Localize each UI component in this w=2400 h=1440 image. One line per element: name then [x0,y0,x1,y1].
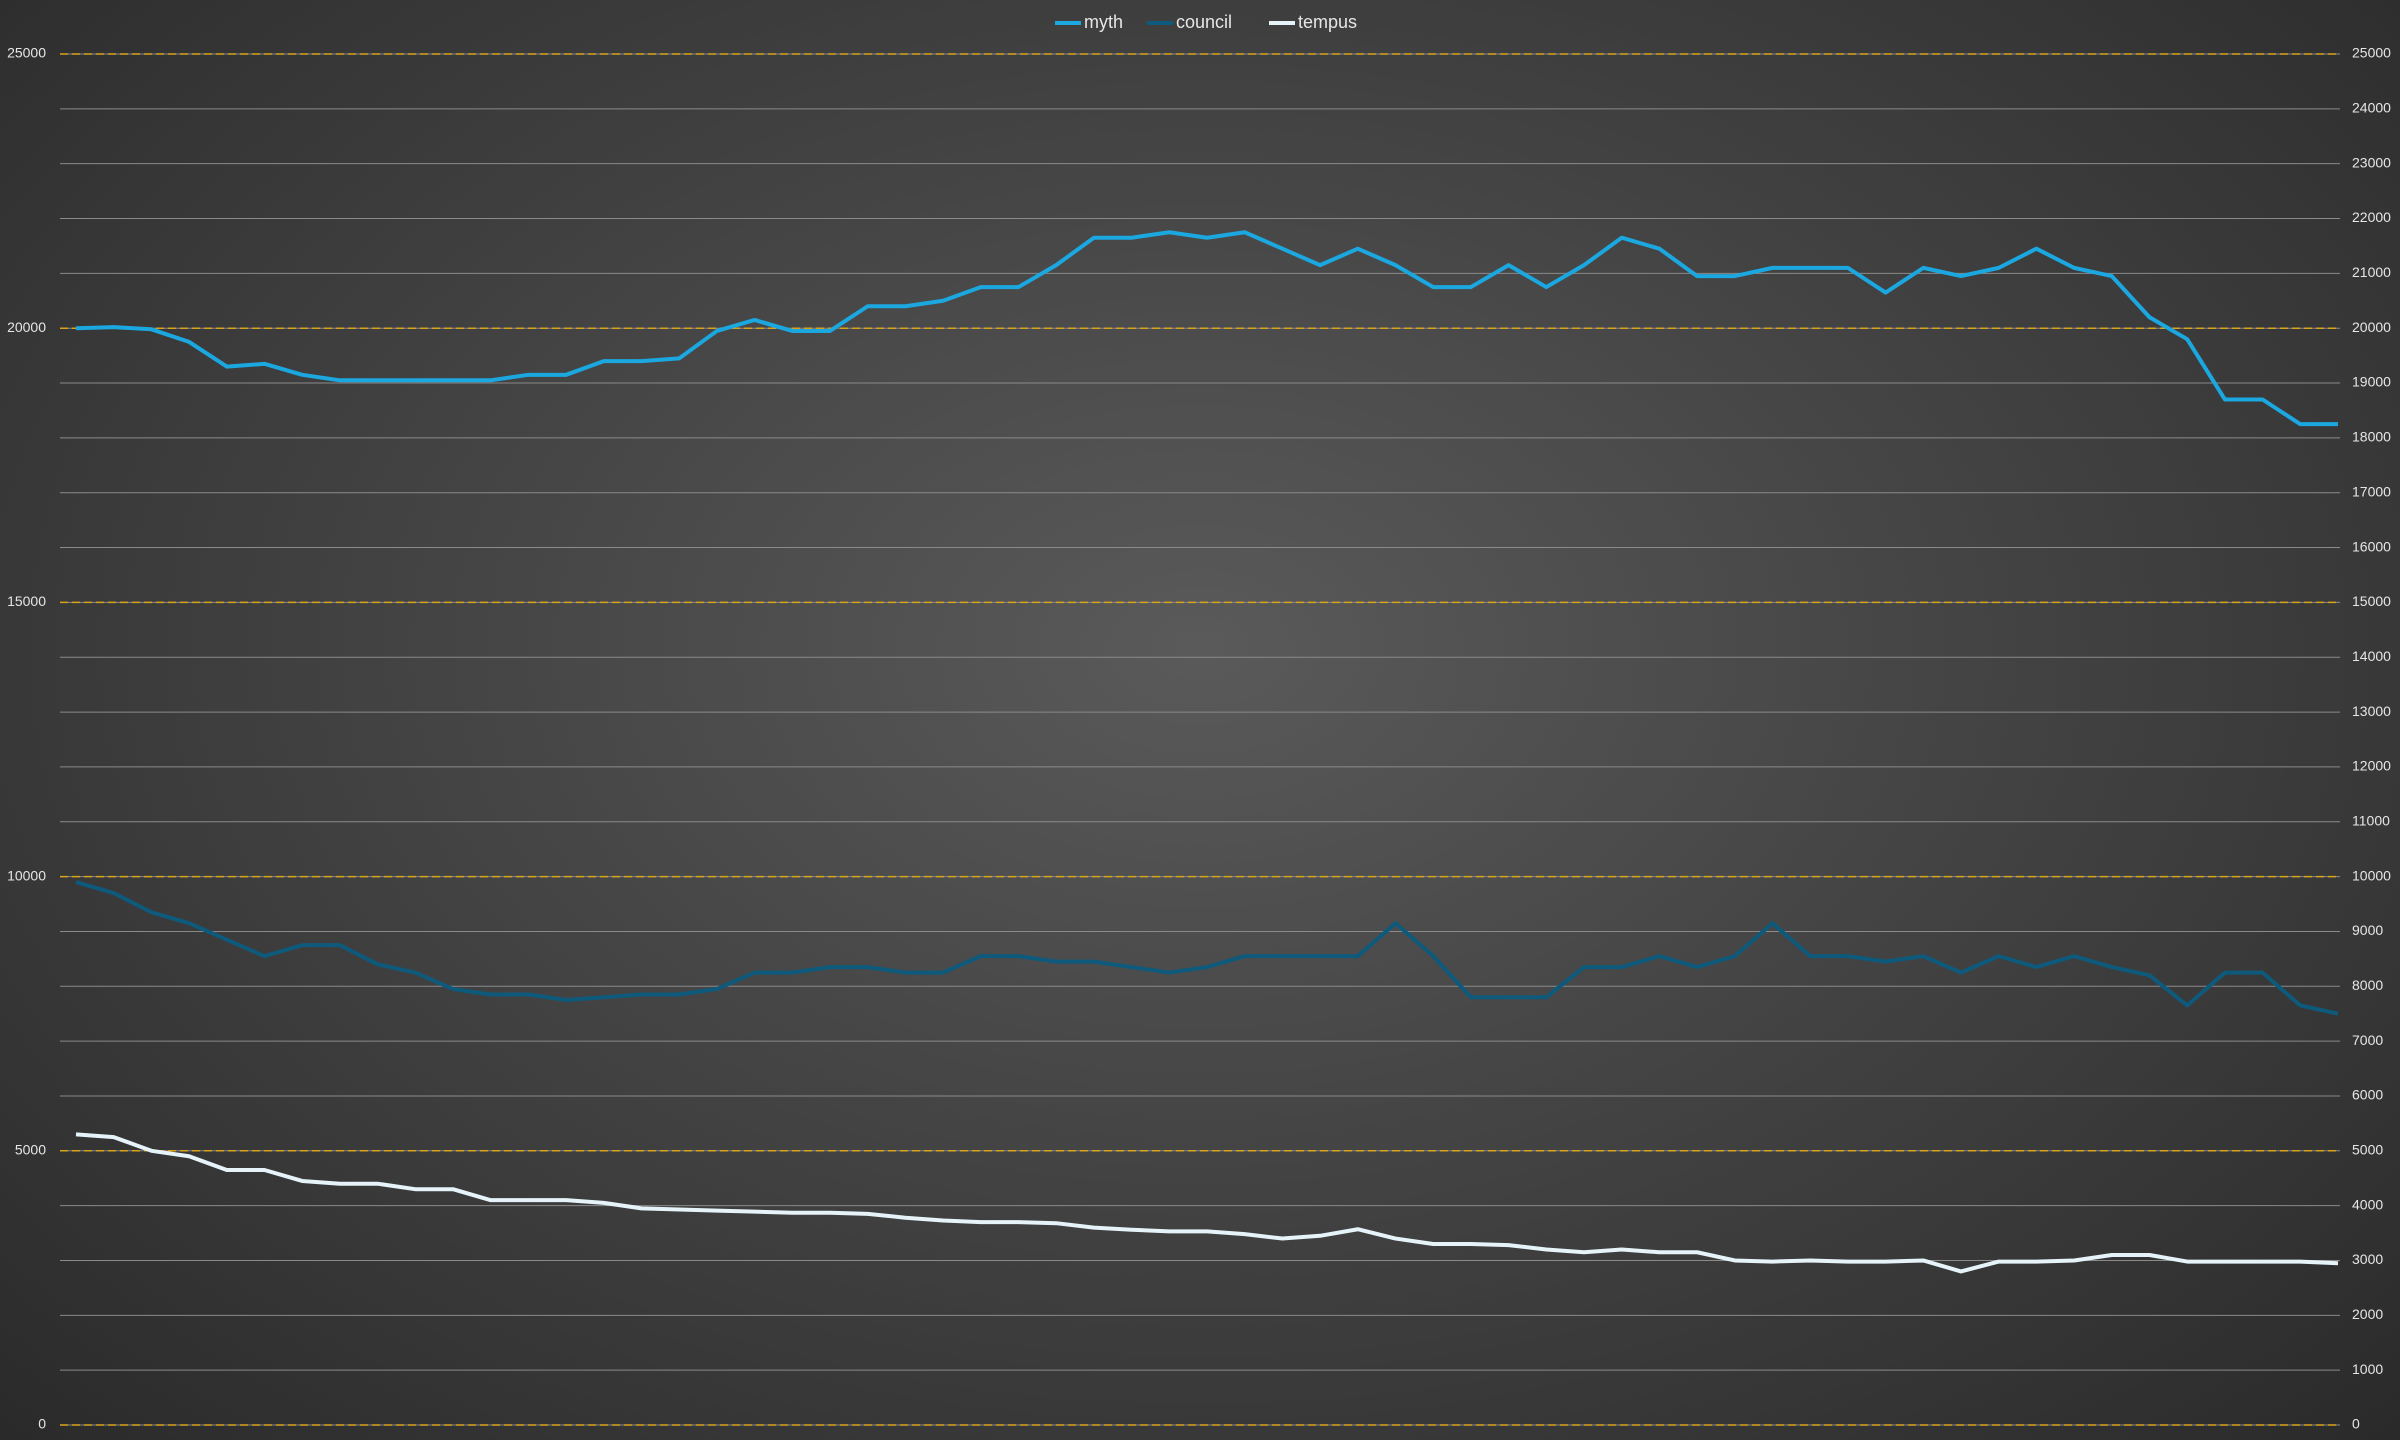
y-tick-label: 20000 [7,319,46,335]
y2-tick-label: 17000 [2352,483,2391,499]
y2-tick-label: 11000 [2352,812,2390,828]
legend: myth council tempus [1055,12,1357,32]
y2-tick-label: 20000 [2352,319,2391,335]
y-tick-label: 10000 [7,867,46,883]
y2-tick-label: 3000 [2352,1251,2383,1267]
y2-tick-label: 8000 [2352,977,2383,993]
y2-tick-label: 13000 [2352,703,2391,719]
y2-tick-label: 18000 [2352,429,2391,445]
y2-tick-label: 21000 [2352,264,2391,280]
y2-tick-label: 24000 [2352,100,2391,116]
series-line [75,880,2339,1016]
legend-label: council [1176,12,1232,32]
y2-tick-label: 6000 [2352,1087,2383,1103]
y2-tick-label: 16000 [2352,538,2391,554]
y2-tick-label: 2000 [2352,1306,2383,1322]
legend-label: tempus [1298,12,1357,32]
y2-tick-label: 15000 [2352,593,2391,609]
y2-tick-label: 7000 [2352,1032,2383,1048]
y2-tick-label: 0 [2352,1416,2360,1432]
y2-tick-label: 1000 [2352,1361,2383,1377]
y-tick-label: 15000 [7,593,46,609]
y2-tick-label: 14000 [2352,648,2391,664]
y2-tick-label: 4000 [2352,1196,2383,1212]
legend-label: myth [1084,12,1123,32]
series-line [75,1132,2339,1274]
y-tick-label: 5000 [15,1142,46,1158]
y2-tick-label: 5000 [2352,1142,2383,1158]
y-tick-label: 25000 [7,45,46,61]
y2-tick-label: 25000 [2352,45,2391,61]
y2-tick-label: 19000 [2352,374,2391,390]
y2-tick-label: 10000 [2352,867,2391,883]
y2-tick-label: 9000 [2352,922,2383,938]
y2-tick-label: 23000 [2352,154,2391,170]
series-line [75,230,2338,427]
y2-tick-label: 22000 [2352,209,2391,225]
y-tick-label: 0 [38,1416,46,1432]
y2-tick-label: 12000 [2352,758,2391,774]
